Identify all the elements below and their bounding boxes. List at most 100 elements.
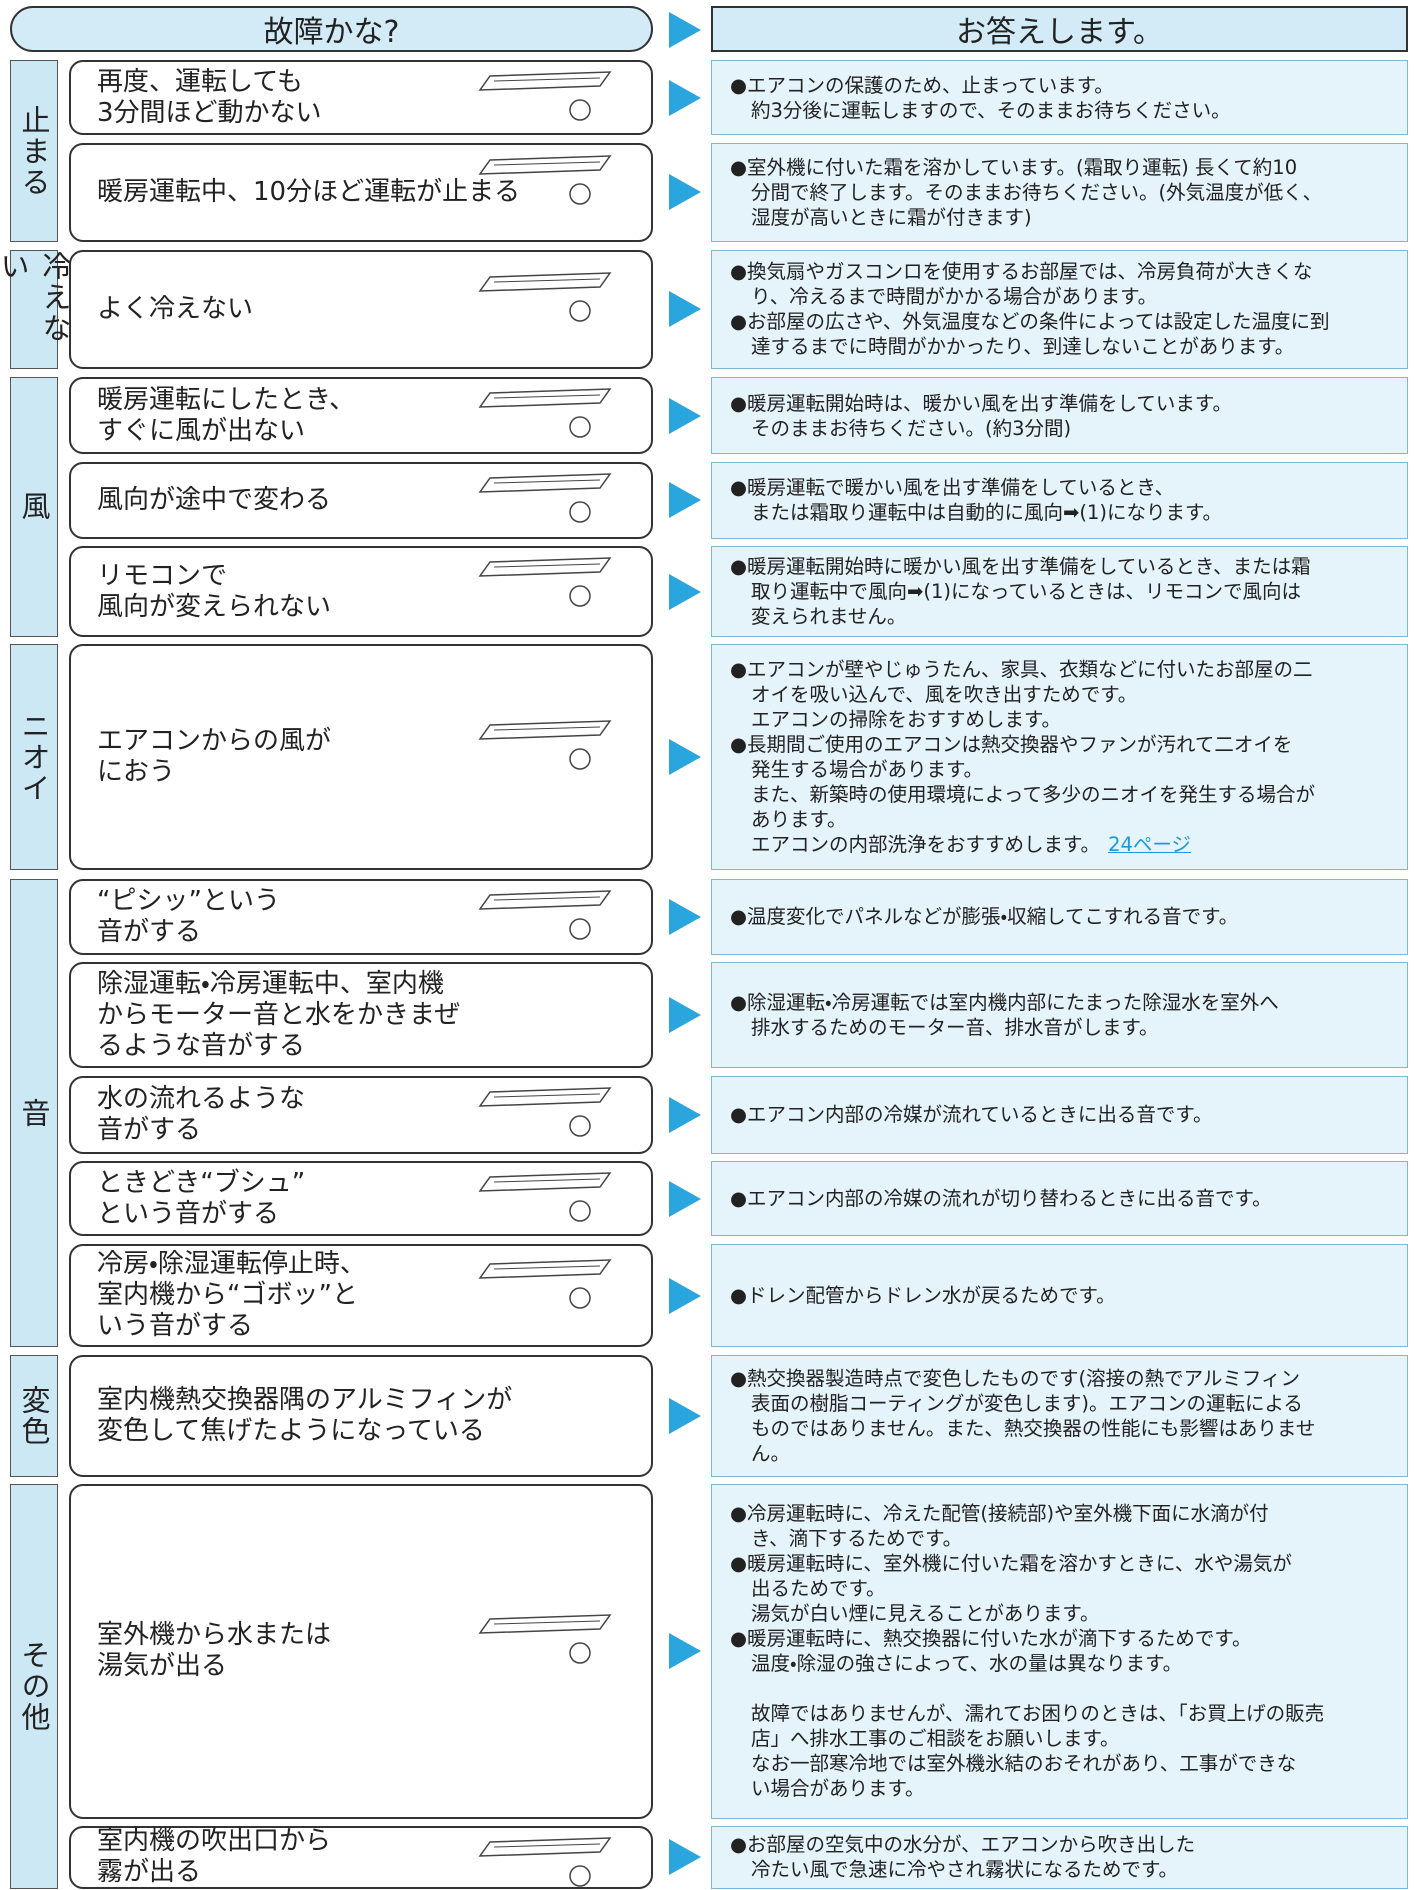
answer-line: 約3分後に運転しますので、そのままお待ちください。 (730, 98, 1393, 123)
illustration (478, 720, 612, 770)
answer-text: ●換気扇やガスコンロを使用するお部屋では、冷房負荷が大きくな (730, 260, 1313, 284)
answer-line: ●温度変化でパネルなどが膨張・収縮してこすれる音です。 (730, 904, 1393, 929)
category-label: 変色 (10, 1354, 58, 1477)
answer-box: ●エアコン内部の冷媒が流れているときに出る音です。 (711, 1075, 1408, 1155)
answer-box: ●エアコンの保護のため、止まっています。 約3分後に運転しますので、そのままお待ち… (711, 60, 1408, 136)
symptom-text: 再度、運転しても (97, 66, 303, 97)
answer-text: ●暖房運転時に、室外機に付いた霜を溶かすときに、水や湯気が (730, 1552, 1292, 1576)
arrow (669, 397, 701, 434)
symptom-text: 室内機の吹出口から (97, 1826, 332, 1857)
answer-text: ものではありません。また、熱交換器の性能にも影響はありませ (751, 1416, 1316, 1440)
answer-text: ●エアコン内部の冷媒が流れているときに出る音です。 (730, 1103, 1213, 1127)
symptom-box: 水の流れるような 音がする (69, 1075, 653, 1155)
answer-box: ●エアコンが壁やじゅうたん、家具、衣類などに付いたお部屋の二 オイを吸い込んで、風… (711, 644, 1408, 871)
answer-text: ●エアコンの保護のため、止まっています。 (730, 73, 1114, 97)
answer-line: ん。 (730, 1441, 1393, 1466)
answer-text: または霜取り運転中は自動的に風向➡(1)になります。 (751, 501, 1223, 525)
arrow (669, 291, 701, 328)
symptom-text: “ピシッ”という (97, 885, 280, 916)
answer-line: ●室外機に付いた霜を溶かしています。(霜取り運転) 長くて約10 (730, 155, 1393, 180)
arrow (669, 573, 701, 610)
symptom-text: 冷房・除湿運転停止時、 (97, 1248, 366, 1279)
arrow (669, 1633, 701, 1670)
answer-text: ん。 (751, 1441, 791, 1465)
symptom-box: 室外機から水または 湯気が出る (69, 1484, 653, 1819)
symptom-box: ときどき“ブシュ” という音がする (69, 1161, 653, 1237)
answer-line: 店」へ排水工事のご相談をお願いします。 (730, 1726, 1393, 1751)
symptom-box: 除湿運転・冷房運転中、室内機 からモーター音と水をかきまぜ るような音がする (69, 961, 653, 1069)
answer-line: ●暖房運転開始時に暖かい風を出す準備をしているとき、または霜 (730, 554, 1393, 579)
answer-line: り、冷えるまで時間がかかる場合があります。 (730, 284, 1393, 309)
answer-line: あります。 (730, 807, 1393, 832)
answer-line: オイを吸い込んで、風を吹き出すためです。 (730, 682, 1393, 707)
answer-text: ●お部屋の空気中の水分が、エアコンから吹き出した (730, 1833, 1196, 1857)
symptom-text: リモコンで (97, 560, 228, 591)
answer-text: 湯気が白い煙に見えることがあります。 (751, 1602, 1100, 1626)
answer-box: ●暖房運転で暖かい風を出す準備をしているとき、 または霜取り運転中は自動的に風向➡… (711, 461, 1408, 539)
answer-box: ●室外機に付いた霜を溶かしています。(霜取り運転) 長くて約10 分間で終了します… (711, 142, 1408, 242)
answer-text: い場合があります。 (751, 1777, 925, 1801)
page-link[interactable]: 24ページ (1108, 833, 1191, 857)
category-label: 止まる (10, 60, 58, 242)
symptom-text: という音がする (97, 1198, 280, 1229)
illustration (478, 1837, 612, 1887)
answer-text: ●熱交換器製造時点で変色したものです(溶接の熱でアルミフィン (730, 1366, 1301, 1390)
header-answer: お答えします。 (711, 6, 1408, 52)
illustration (478, 1086, 612, 1137)
symptom-text: ときどき“ブシュ” (97, 1167, 306, 1198)
answer-line: ●長期間ご使用のエアコンは熱交換器やファンが汚れて二オイを (730, 732, 1393, 757)
answer-text: 排水するためのモーター音、排水音がします。 (751, 1016, 1159, 1040)
answer-line: ●ドレン配管からドレン水が戻るためです。 (730, 1283, 1393, 1308)
answer-text: また、新築時の使用環境によって多少のニオイを発生する場合が (751, 783, 1315, 807)
symptom-box: 再度、運転しても 3分間ほど動かない (69, 60, 653, 136)
answer-text: 取り運転中で風向➡(1)になっているときは、リモコンで風向は (751, 580, 1301, 604)
symptom-text: 暖房運転にしたとき、 (97, 384, 356, 415)
answer-text: ●暖房運転開始時は、暖かい風を出す準備をしています。 (730, 391, 1232, 415)
answer-text: あります。 (751, 808, 847, 832)
answer-line: ●お部屋の空気中の水分が、エアコンから吹き出した (730, 1832, 1393, 1857)
illustration (478, 557, 612, 607)
answer-line: ●換気扇やガスコンロを使用するお部屋では、冷房負荷が大きくな (730, 259, 1393, 284)
answer-text: ●お部屋の広さや、外気温度などの条件によっては設定した温度に到 (730, 310, 1330, 334)
arrow (669, 1096, 701, 1133)
answer-text: 出るためです。 (751, 1577, 886, 1601)
symptom-text: 暖房運転中、10分ほど運転が止まる (97, 176, 521, 207)
answer-text: そのままお待ちください。(約3分間) (751, 416, 1072, 440)
answer-line: そのままお待ちください。(約3分間) (730, 416, 1393, 441)
answer-line: ●暖房運転開始時は、暖かい風を出す準備をしています。 (730, 391, 1393, 416)
answer-text: ●除湿運転・冷房運転では室内機内部にたまった除湿水を室外へ (730, 991, 1279, 1015)
arrow (669, 1839, 701, 1876)
symptom-box: 冷房・除湿運転停止時、 室内機から“ゴボッ”と いう音がする (69, 1243, 653, 1348)
answer-text: ●温度変化でパネルなどが膨張・収縮してこすれる音です。 (730, 905, 1239, 929)
arrow (669, 898, 701, 935)
answer-line: 排水するためのモーター音、排水音がします。 (730, 1015, 1393, 1040)
answer-text: エアコンの掃除をおすすめします。 (751, 708, 1062, 732)
answer-line: 取り運転中で風向➡(1)になっているときは、リモコンで風向は (730, 579, 1393, 604)
answer-line: ●除湿運転・冷房運転では室内機内部にたまった除湿水を室外へ (730, 990, 1393, 1015)
answer-line: ●冷房運転時に、冷えた配管(接続部)や室外機下面に水滴が付 (730, 1501, 1393, 1526)
category-label: 風 (10, 377, 58, 637)
symptom-text: 風向が変えられない (97, 591, 332, 622)
answer-line: 表面の樹脂コーティングが変色します)。エアコンの運転による (730, 1391, 1393, 1416)
symptom-text: すぐに風が出ない (97, 415, 306, 446)
answer-text: オイを吸い込んで、風を吹き出すためです。 (751, 683, 1138, 707)
illustration (478, 1614, 612, 1665)
answer-line: 湿度が高いときに霜が付きます) (730, 205, 1393, 230)
symptom-box: エアコンからの風が におう (69, 644, 653, 871)
answer-line: エアコンの掃除をおすすめします。 (730, 707, 1393, 732)
answer-line: 出るためです。 (730, 1576, 1393, 1601)
answer-line: ●エアコン内部の冷媒が流れているときに出る音です。 (730, 1102, 1393, 1127)
symptom-text: 湯気が出る (97, 1651, 228, 1682)
answer-line: 温度・除湿の強さによって、水の量は異なります。 (730, 1651, 1393, 1676)
answer-line: き、滴下するためです。 (730, 1526, 1393, 1551)
illustration (478, 155, 612, 205)
answer-box: ●暖房運転開始時に暖かい風を出す準備をしているとき、または霜 取り運転中で風向➡(… (711, 546, 1408, 637)
answer-text: 冷たい風で急速に冷やされ霧状になるためです。 (751, 1858, 1179, 1882)
arrow (669, 1180, 701, 1217)
answer-text: ●暖房運転開始時に暖かい風を出す準備をしているとき、または霜 (730, 555, 1311, 579)
category-label: 冷えない (0, 250, 72, 369)
symptom-text: におう (97, 757, 176, 788)
